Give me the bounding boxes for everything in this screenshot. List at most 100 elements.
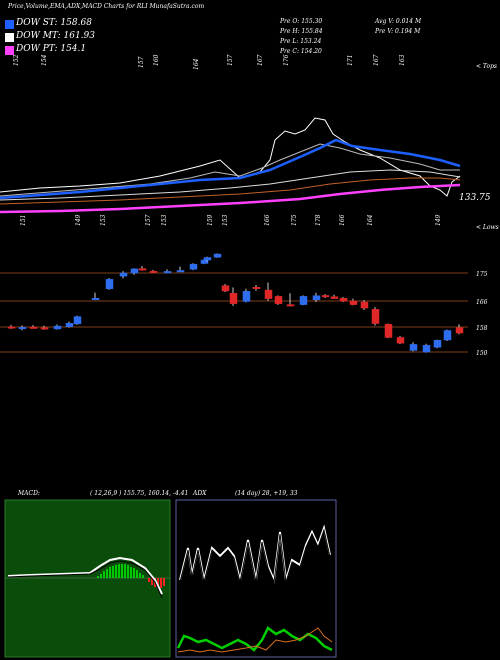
candle-body	[312, 295, 321, 301]
candle-body	[29, 326, 38, 329]
macd-histogram-bar	[136, 570, 138, 578]
stat-low: Pre L: 153.24	[280, 38, 322, 45]
price-gridlines: 175 166 158 150	[0, 271, 488, 357]
candle-body	[422, 345, 431, 353]
adx-panel	[175, 499, 337, 658]
candle-body	[360, 301, 369, 309]
macd-panel	[4, 499, 171, 658]
macd-histogram-bar	[163, 578, 165, 586]
candle-body	[91, 298, 100, 301]
stat-avg-vol: Avg V: 0.014 M	[375, 18, 422, 25]
tops-value-label: 171	[347, 55, 354, 66]
candle-body	[163, 271, 172, 274]
chart-title: Price,Volume,EMA,ADX,MACD Charts for RLI…	[8, 3, 205, 10]
candle-body	[119, 272, 128, 277]
stat-close: Pre C: 154.20	[280, 48, 322, 55]
candle-body	[18, 327, 27, 330]
lows-value-label: 178	[315, 214, 322, 226]
lows-value-label: 151	[20, 215, 27, 226]
ema-line-0	[0, 117, 461, 197]
macd-background	[4, 499, 171, 658]
macd-histogram-bar	[151, 578, 153, 585]
candle-body	[286, 304, 295, 307]
candle-body	[384, 323, 393, 338]
tops-value-label: 160	[153, 54, 160, 66]
macd-histogram-bar	[130, 567, 132, 578]
stat-open: Pre O: 155.30	[280, 18, 323, 25]
macd-histogram-bar	[115, 565, 117, 578]
stat-high: Pre H: 155.84	[280, 28, 323, 35]
adx-label: ADX	[193, 490, 207, 497]
ema-line-5	[0, 183, 461, 214]
macd-histogram-bar	[121, 564, 123, 578]
candle-body	[396, 337, 405, 344]
candle-body	[455, 327, 464, 334]
macd-histogram-bar	[160, 578, 162, 588]
lows-value-label: 166	[264, 214, 271, 226]
candle-body	[203, 257, 212, 261]
macd-histogram-bar	[148, 578, 150, 582]
ema-line-4	[0, 177, 461, 205]
lows-value-label: 153	[161, 214, 168, 226]
candle-body	[443, 330, 452, 341]
tops-value-label: 164	[193, 58, 200, 70]
tops-value-label: 157	[227, 54, 234, 66]
macd-values: ( 12,26,9 ) 155.75, 160.14, -4.41	[90, 490, 189, 497]
macd-histogram-bar	[124, 564, 126, 578]
macd-signal-line	[7, 560, 163, 599]
candle-body	[176, 270, 185, 273]
lows-value-label: 175	[291, 214, 298, 226]
tops-caption: < Tops	[476, 63, 498, 70]
candle-body	[433, 340, 442, 348]
candle-body	[252, 286, 261, 289]
candle-body	[330, 296, 339, 299]
candle-body	[321, 295, 330, 298]
tops-value-label: 176	[283, 54, 290, 66]
macd-histogram-bar	[139, 573, 141, 578]
macd-line	[7, 556, 163, 595]
lows-value-label: 153	[100, 214, 107, 226]
tops-value-label: 163	[399, 54, 406, 66]
candle-body	[242, 291, 251, 302]
candle-body	[105, 279, 114, 290]
candle-body	[213, 253, 222, 258]
stat-pre-vol: Pre V: 0.194 M	[375, 28, 421, 35]
candle-body	[349, 300, 358, 305]
tops-value-label: 157	[138, 56, 145, 68]
minus-di-line	[177, 627, 333, 653]
macd-histogram-bar	[109, 567, 111, 578]
macd-histogram-bar	[103, 571, 105, 578]
tops-value-label: 167	[373, 54, 380, 66]
macd-histogram-bar	[97, 576, 99, 578]
ema-line-1	[0, 143, 460, 197]
ema-value-label: 133.75	[459, 193, 491, 203]
candle-body	[53, 325, 62, 330]
candle-body	[371, 309, 380, 324]
legend-dow-mt: DOW MT: 161.93	[16, 31, 95, 41]
candle-body	[73, 316, 82, 325]
macd-histogram-bar	[142, 575, 144, 578]
candle-body	[65, 322, 74, 327]
lows-value-label: 149	[75, 214, 82, 226]
macd-histogram-bar	[112, 566, 114, 578]
lows-value-label: 164	[367, 214, 374, 226]
legend-pt-swatch	[5, 46, 14, 55]
legend-dow-pt: DOW PT: 154.1	[16, 44, 87, 54]
macd-label: MACD:	[18, 490, 40, 497]
candle-body	[221, 285, 230, 292]
price-level-label: 175	[476, 271, 488, 278]
price-level-label: 150	[476, 350, 488, 357]
legend-mt-swatch	[5, 33, 14, 42]
macd-histogram-bar	[133, 568, 135, 578]
lows-value-label: 153	[222, 214, 229, 226]
lows-value-label: 166	[339, 214, 346, 226]
tops-labels: 152 154 157 160 164 157 167 176 171 167 163	[13, 54, 406, 70]
candle-body	[229, 292, 238, 304]
candle-body	[339, 298, 348, 302]
candle-body	[7, 326, 16, 329]
lows-value-label: 157	[145, 214, 152, 226]
candle-body	[138, 268, 147, 271]
candlesticks	[7, 253, 464, 353]
macd-histogram-bar	[106, 569, 108, 578]
